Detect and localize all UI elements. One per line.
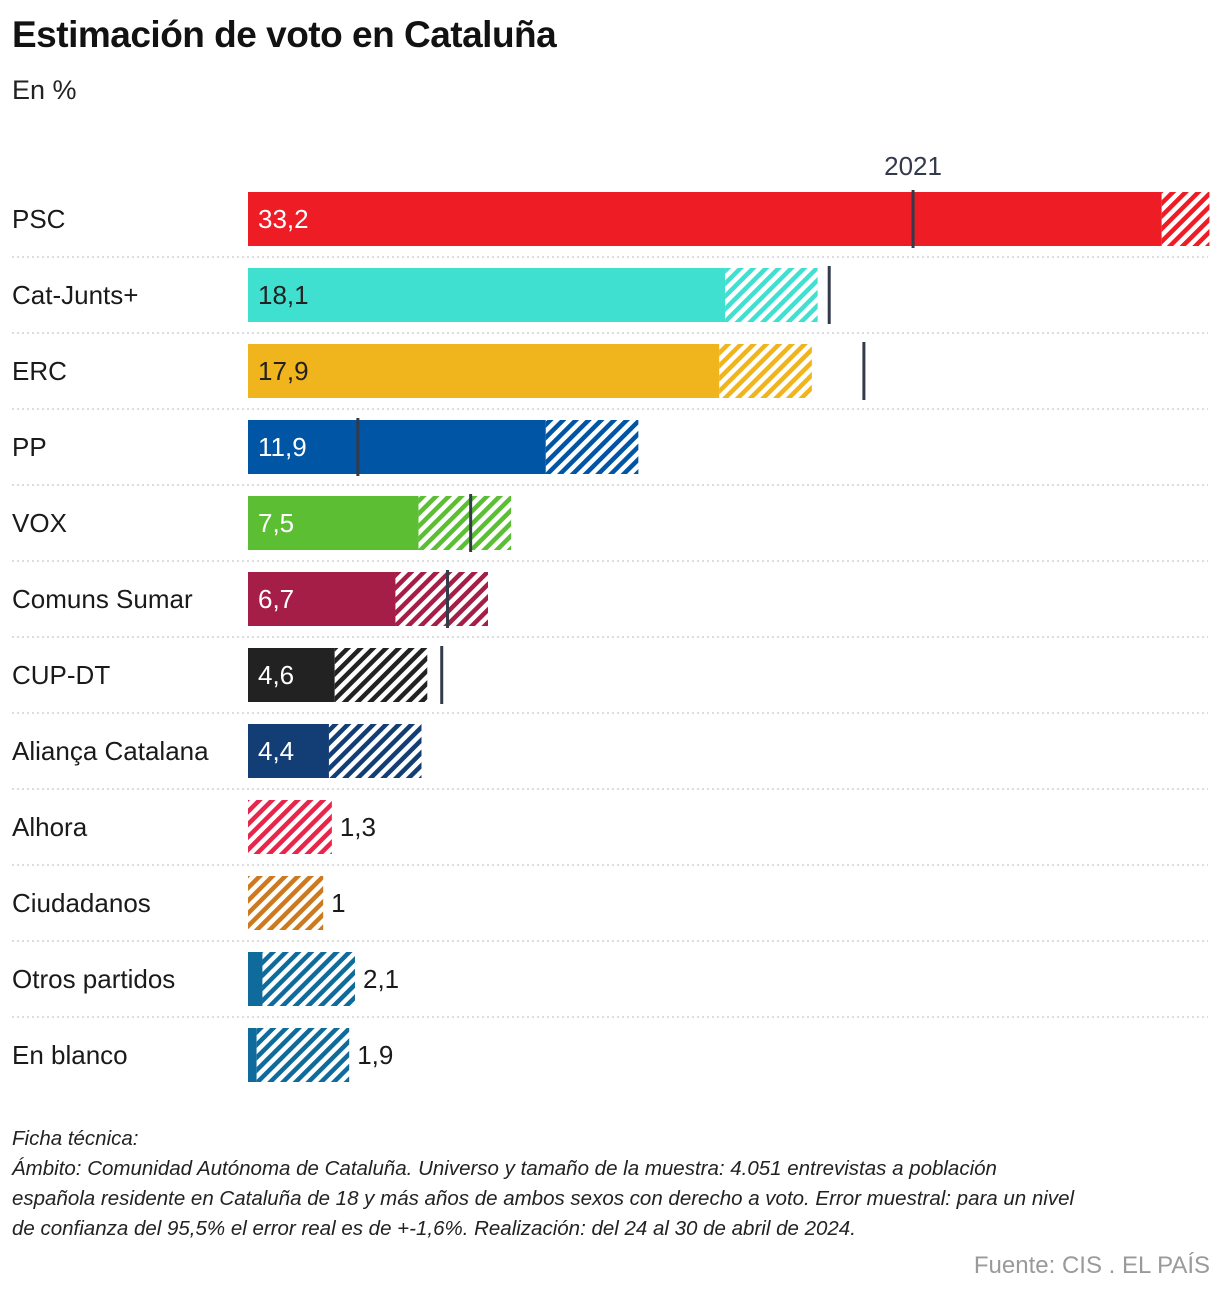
category-label: Cat-Junts+ [12, 280, 138, 310]
error-band [1161, 192, 1210, 246]
technical-notes: Ficha técnica: Ámbito: Comunidad Autónom… [12, 1124, 1208, 1244]
value-label: 1,9 [357, 1040, 393, 1070]
value-label: 18,1 [258, 280, 309, 310]
value-label: 2,1 [363, 964, 399, 994]
error-band [334, 648, 428, 702]
notes-line: española residente en Cataluña de 18 y m… [12, 1187, 1075, 1210]
category-label: En blanco [12, 1040, 128, 1070]
category-label: VOX [12, 508, 67, 538]
bar [248, 724, 329, 778]
error-band [248, 800, 332, 854]
category-label: Ciudadanos [12, 888, 151, 918]
error-band [725, 268, 818, 322]
error-band [256, 1028, 350, 1082]
error-band [545, 420, 639, 474]
value-label: 1 [331, 888, 345, 918]
error-band [395, 572, 488, 626]
notes-line: de confianza del 95,5% el error real es … [12, 1217, 856, 1240]
bar [248, 648, 335, 702]
category-label: Comuns Sumar [12, 584, 193, 614]
error-band [262, 952, 355, 1006]
error-band [719, 344, 812, 398]
value-label: 6,7 [258, 584, 294, 614]
notes-line: Ámbito: Comunidad Autónoma de Cataluña. … [12, 1157, 997, 1180]
bar [248, 572, 396, 626]
bar [248, 420, 546, 474]
chart-subtitle: En % [12, 75, 77, 105]
value-label: 33,2 [258, 204, 309, 234]
error-band [248, 876, 324, 930]
value-label: 4,6 [258, 660, 294, 690]
value-label: 4,4 [258, 736, 294, 766]
source-credit: Fuente: CIS . EL PAÍS [973, 1252, 1210, 1279]
value-label: 11,9 [258, 432, 307, 462]
chart-title: Estimación de voto en Cataluña [12, 14, 557, 55]
category-label: PP [12, 432, 47, 462]
value-label: 1,3 [340, 812, 376, 842]
reference-year-label: 2021 [884, 151, 942, 181]
bar [248, 268, 726, 322]
category-label: ERC [12, 356, 67, 386]
bar [248, 952, 263, 1006]
value-label: 7,5 [258, 508, 294, 538]
category-label: CUP-DT [12, 660, 110, 690]
value-label: 17,9 [258, 356, 309, 386]
category-label: Alhora [12, 812, 88, 842]
error-band [418, 496, 512, 550]
bar [248, 1028, 257, 1082]
category-label: PSC [12, 204, 65, 234]
bar [248, 192, 1162, 246]
error-band [328, 724, 422, 778]
category-label: Otros partidos [12, 964, 175, 994]
category-label: Aliança Catalana [12, 736, 209, 766]
notes-heading: Ficha técnica: [12, 1127, 139, 1150]
bar [248, 344, 720, 398]
bar [248, 496, 419, 550]
